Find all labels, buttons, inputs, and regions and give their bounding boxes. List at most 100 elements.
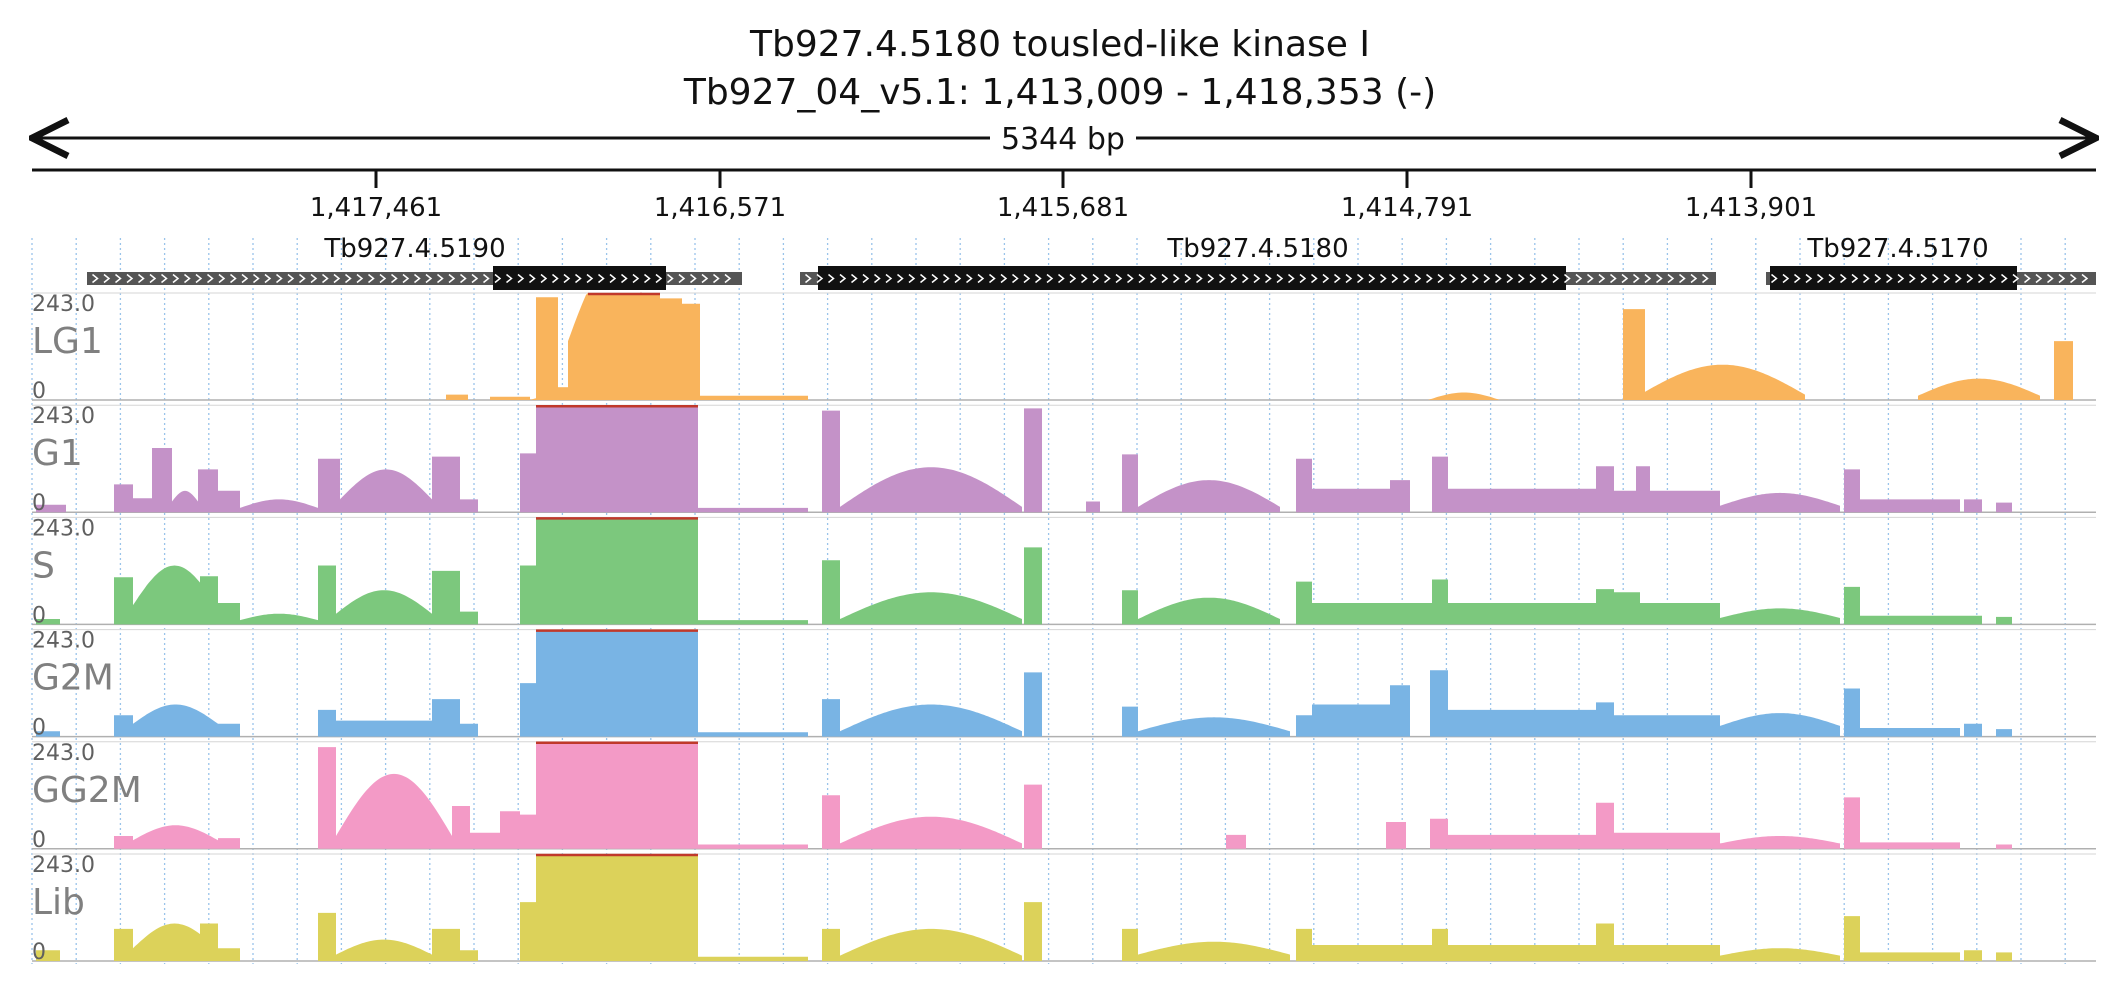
strand-chevron [1667, 273, 1675, 284]
coverage-bar [1448, 945, 1596, 961]
strand-chevron [322, 273, 329, 284]
coverage-bar [1432, 579, 1448, 625]
coverage-bar [133, 923, 216, 961]
coverage-bar [1636, 466, 1650, 513]
track-min-label: 0 [32, 828, 46, 853]
coverage-bar [1296, 715, 1312, 737]
strand-chevron [1518, 273, 1525, 284]
coverage-bar [1024, 902, 1042, 961]
coverage-track-lg1: 243.0 LG1 0 [32, 292, 2096, 404]
strand-chevron [1403, 273, 1410, 284]
coverage-bar [318, 565, 336, 625]
coverage-bar [1138, 480, 1280, 513]
strand-chevron [1690, 273, 1698, 284]
coverage-bar [520, 902, 536, 961]
coverage-bar [1296, 458, 1312, 513]
coverage-bar [536, 517, 698, 625]
coverage-bar [1964, 499, 1982, 513]
strand-chevron [1541, 273, 1548, 284]
strand-chevron [1897, 273, 1905, 284]
coverage-bar [340, 469, 432, 513]
coverage-bar [1138, 717, 1290, 737]
coverage-bar [536, 854, 698, 961]
strand-chevron [425, 273, 433, 284]
strand-chevron [943, 273, 950, 284]
strand-chevron [931, 273, 939, 284]
coverage-bar [1964, 723, 1982, 737]
coverage-bar [698, 620, 808, 625]
gene-models: Tb927.4.5190 Tb927.4.5180 Tb927.4.5170 [87, 234, 2096, 290]
coverage-bar [1386, 822, 1406, 849]
coverage-bar [318, 912, 336, 961]
strand-chevron [1633, 273, 1640, 284]
strand-chevron [2001, 273, 2008, 284]
strand-chevron [552, 273, 559, 284]
coverage-track-gg2m: 243.0 GG2M 0 [32, 741, 2096, 853]
coverage-bar [698, 732, 808, 737]
gene-model[interactable]: Tb927.4.5180 [800, 234, 1716, 290]
gene-model[interactable]: Tb927.4.5170 [1766, 234, 2096, 290]
coverage-bar [36, 619, 60, 625]
strand-chevron [1368, 273, 1376, 284]
strand-chevron [1621, 273, 1629, 284]
strand-chevron [1610, 273, 1617, 284]
track-max-label: 243.0 [32, 629, 95, 654]
strand-chevron [517, 273, 525, 284]
coverage-bar [1844, 916, 1860, 961]
strand-chevron [1242, 273, 1249, 284]
coverage-bar [218, 490, 240, 513]
coverage-bar [1138, 941, 1290, 961]
track-name-label: G2M [32, 658, 114, 699]
strand-chevron [379, 273, 387, 284]
coverage-bar [1844, 797, 1860, 849]
strand-chevron [494, 273, 502, 284]
coverage-bar [200, 576, 218, 625]
strand-chevron [977, 273, 985, 284]
strand-chevron [1299, 273, 1307, 284]
coverage-bar [698, 844, 808, 849]
coverage-bar [682, 303, 700, 400]
strand-chevron [1932, 273, 1939, 284]
strand-chevron [2024, 273, 2031, 284]
coverage-bar [432, 570, 460, 625]
coverage-track-s: 243.0 S 0 [32, 516, 2096, 628]
gene-model[interactable]: Tb927.4.5190 [87, 234, 742, 290]
coverage-track-g2m: 243.0 G2M 0 [32, 629, 2096, 741]
track-name-label: G1 [32, 433, 83, 474]
coverage-bar [1640, 364, 1805, 400]
coverage-bar [1596, 589, 1614, 625]
coverage-bar [1996, 952, 2012, 961]
coverage-bar [133, 825, 218, 849]
coverage-bar [1720, 836, 1840, 849]
coverage-bar [432, 699, 460, 737]
coverage-bar [1964, 615, 1982, 625]
coverage-bar [1024, 672, 1042, 737]
strand-chevron [230, 273, 237, 284]
gene-label: Tb927.4.5170 [1806, 234, 1988, 264]
coverage-bar [1996, 502, 2012, 513]
strand-chevron [701, 273, 709, 284]
strand-chevron [1196, 273, 1203, 284]
track-min-label: 0 [32, 491, 46, 516]
coverage-bar [1430, 818, 1448, 849]
strand-chevron [195, 273, 203, 284]
coverage-bar [240, 499, 318, 513]
strand-chevron [1920, 273, 1928, 284]
coverage-bar [133, 565, 216, 625]
coverage-bar [520, 565, 536, 625]
coverage-bar [1844, 688, 1860, 737]
track-name-label: GG2M [32, 770, 142, 811]
strand-chevron [828, 273, 835, 284]
strand-chevron [632, 273, 640, 284]
coverage-bar [1596, 466, 1614, 513]
coverage-bar [1596, 923, 1614, 961]
strand-chevron [184, 273, 191, 284]
strand-chevron [483, 273, 490, 284]
coverage-bar [1024, 547, 1042, 625]
strand-chevron [2047, 273, 2054, 284]
strand-chevron [1230, 273, 1238, 284]
strand-chevron [460, 273, 467, 284]
coverage-bar [1226, 834, 1246, 849]
strand-chevron [667, 273, 674, 284]
coverage-bar [1296, 928, 1312, 961]
